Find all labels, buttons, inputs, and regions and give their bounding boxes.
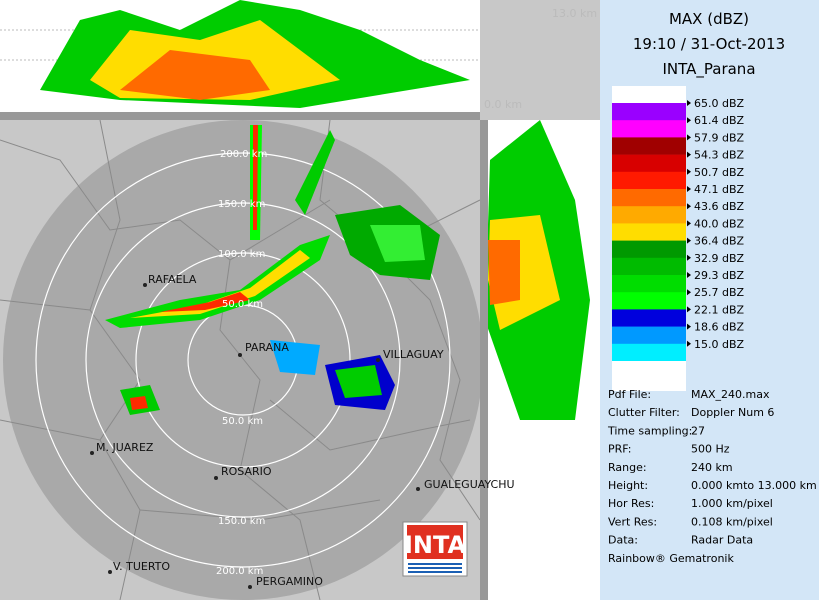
info-label: Hor Res: — [608, 497, 654, 510]
legend-swatch — [612, 343, 686, 362]
legend-pointer — [687, 151, 691, 158]
info-value: 0.000 kmto 13.000 km — [691, 479, 817, 492]
ring-label: 200.0 km — [220, 149, 267, 160]
logo: INTA — [402, 521, 468, 577]
legend-swatch — [612, 292, 686, 310]
legend-pointer — [687, 117, 691, 124]
info-value: 1.000 km/pixel — [691, 497, 773, 510]
city-label: PARANA — [245, 341, 289, 354]
legend-pointer — [687, 134, 691, 141]
legend-pointer — [687, 220, 691, 227]
legend-swatch — [612, 103, 686, 121]
legend-swatch — [612, 309, 686, 327]
legend-swatch-top — [612, 86, 686, 103]
ring-labels: 200.0 km 150.0 km 100.0 km 50.0 km 50.0 … — [216, 149, 267, 577]
city-label: GUALEGUAYCHU — [424, 478, 515, 491]
legend-label: 61.4 dBZ — [694, 114, 745, 127]
legend-pointer — [687, 272, 691, 278]
legend-label: 43.6 dBZ — [694, 200, 745, 213]
legend-pointer — [687, 237, 691, 244]
legend-pointer — [687, 323, 691, 330]
legend-swatch — [612, 154, 686, 173]
info-label: Pdf File: — [608, 388, 651, 401]
datetime: 19:10 / 31-Oct-2013 — [633, 35, 785, 53]
legend-label: 47.1 dBZ — [694, 183, 745, 196]
ring-label: 50.0 km — [222, 416, 263, 427]
info-label: Vert Res: — [608, 515, 657, 528]
ring-label: 100.0 km — [218, 249, 265, 260]
legend-label: 57.9 dBZ — [694, 131, 745, 144]
height-floor — [0, 112, 480, 120]
legend-pointer — [687, 340, 691, 347]
info-table: Pdf File: MAX_240.max Clutter Filter: Doppl… — [607, 388, 817, 547]
info-label: Range: — [608, 461, 647, 474]
ring-label: 150.0 km — [218, 516, 265, 527]
info-label: Clutter Filter: — [608, 406, 680, 419]
info-label: Height: — [608, 479, 648, 492]
info-label: PRF: — [608, 443, 631, 456]
legend-label: 22.1 dBZ — [694, 303, 745, 316]
city-label: VILLAGUAY — [383, 348, 444, 361]
legend-swatch — [612, 120, 686, 138]
legend-pointer — [687, 186, 691, 192]
legend-label: 18.6 dBZ — [694, 321, 745, 334]
legend-swatch — [612, 206, 686, 224]
ring-label: 200.0 km — [216, 566, 263, 577]
info-label: Time sampling: — [607, 424, 692, 437]
info-label: Data: — [608, 534, 638, 547]
legend-swatch-bottom — [612, 361, 686, 391]
logo-text: INTA — [404, 531, 467, 559]
range-rings — [35, 152, 451, 568]
legend: 65.0 dBZ 61.4 dBZ 57.9 dBZ 54.3 dBZ 50.7 dBZ… — [612, 97, 745, 391]
legend-pointer — [687, 306, 691, 313]
city-label: M. JUAREZ — [96, 441, 154, 454]
height-floor — [480, 120, 488, 600]
ring-label: 50.0 km — [222, 299, 263, 310]
legend-swatch — [612, 240, 686, 259]
legend-label: 50.7 dBZ — [694, 166, 745, 179]
legend-pointer — [687, 203, 691, 210]
legend-label: 25.7 dBZ — [694, 286, 745, 299]
info-value: Radar Data — [691, 534, 753, 547]
legend-label: 65.0 dBZ — [694, 97, 745, 110]
legend-pointer — [687, 168, 691, 175]
legend-label: 32.9 dBZ — [694, 252, 745, 265]
legend-swatch — [612, 189, 686, 207]
height-label: 0.0 km — [484, 98, 522, 111]
ring-label: 150.0 km — [218, 199, 265, 210]
info-value: 240 km — [691, 461, 733, 474]
legend-pointer — [687, 100, 691, 106]
legend-swatch — [612, 257, 686, 276]
legend-swatch — [612, 223, 686, 241]
legend-swatch — [612, 171, 686, 190]
city-label: ROSARIO — [221, 465, 272, 478]
legend-label: 15.0 dBZ — [694, 338, 745, 351]
title: MAX (dBZ) — [669, 10, 749, 28]
legend-label: 40.0 dBZ — [694, 217, 745, 230]
legend-label: 36.4 dBZ — [694, 235, 745, 248]
city-label: RAFAELA — [148, 273, 197, 286]
city-dots — [90, 283, 420, 589]
legend-label: 29.3 dBZ — [694, 269, 745, 282]
info-value: Doppler Num 6 — [691, 406, 774, 419]
info-value: MAX_240.max — [691, 388, 770, 401]
echo-profile — [120, 50, 270, 100]
legend-label: 54.3 dBZ — [694, 149, 745, 162]
height-label: 13.0 km — [552, 7, 597, 20]
info-value: 0.108 km/pixel — [691, 515, 773, 528]
echoes — [105, 125, 440, 415]
legend-swatch — [612, 275, 686, 293]
city-label: PERGAMINO — [256, 575, 323, 588]
info-value: 27 — [691, 424, 705, 437]
footer: Rainbow® Gematronik — [608, 552, 734, 565]
city-label: V. TUERTO — [113, 560, 170, 573]
legend-pointer — [687, 254, 691, 261]
info-value: 500 Hz — [691, 443, 730, 456]
echo-profile — [488, 240, 520, 305]
legend-pointer — [687, 289, 691, 296]
site: INTA_Parana — [662, 60, 755, 79]
legend-swatch — [612, 137, 686, 155]
legend-swatch — [612, 326, 686, 345]
